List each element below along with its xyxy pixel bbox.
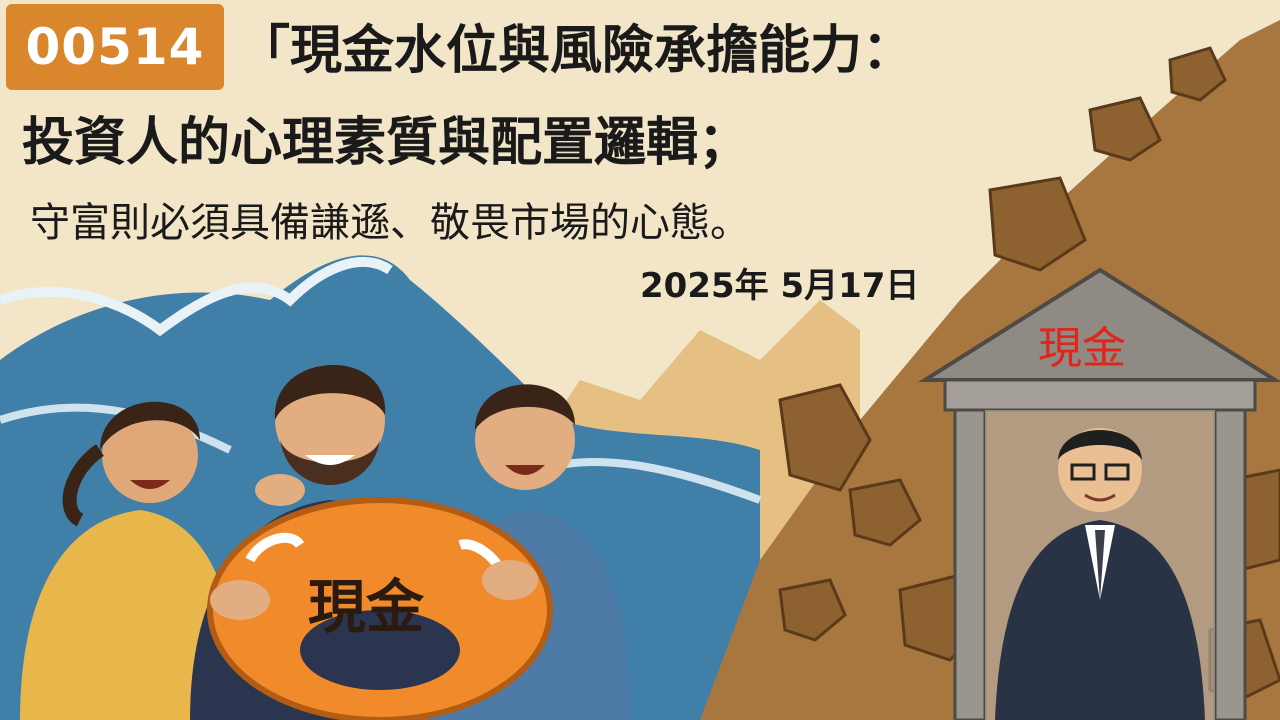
date: 2025年 5月17日	[640, 266, 920, 306]
wave-crest	[0, 257, 393, 337]
title-line-2: 投資人的心理素質與配置邏輯；	[22, 113, 751, 173]
subtitle: 守富則必須具備謙遜、敬畏市場的心態。	[30, 200, 750, 246]
lifebuoy	[207, 497, 553, 720]
falling-rocks	[778, 46, 1280, 702]
lifebuoy-label: 現金	[308, 573, 425, 641]
hands	[210, 474, 538, 620]
video-code-badge: 00514	[6, 4, 224, 90]
seated-man	[995, 428, 1205, 720]
title-line-1: 「現金水位與風險承擔能力：	[238, 21, 915, 81]
shrine-label: 現金	[1038, 323, 1126, 374]
